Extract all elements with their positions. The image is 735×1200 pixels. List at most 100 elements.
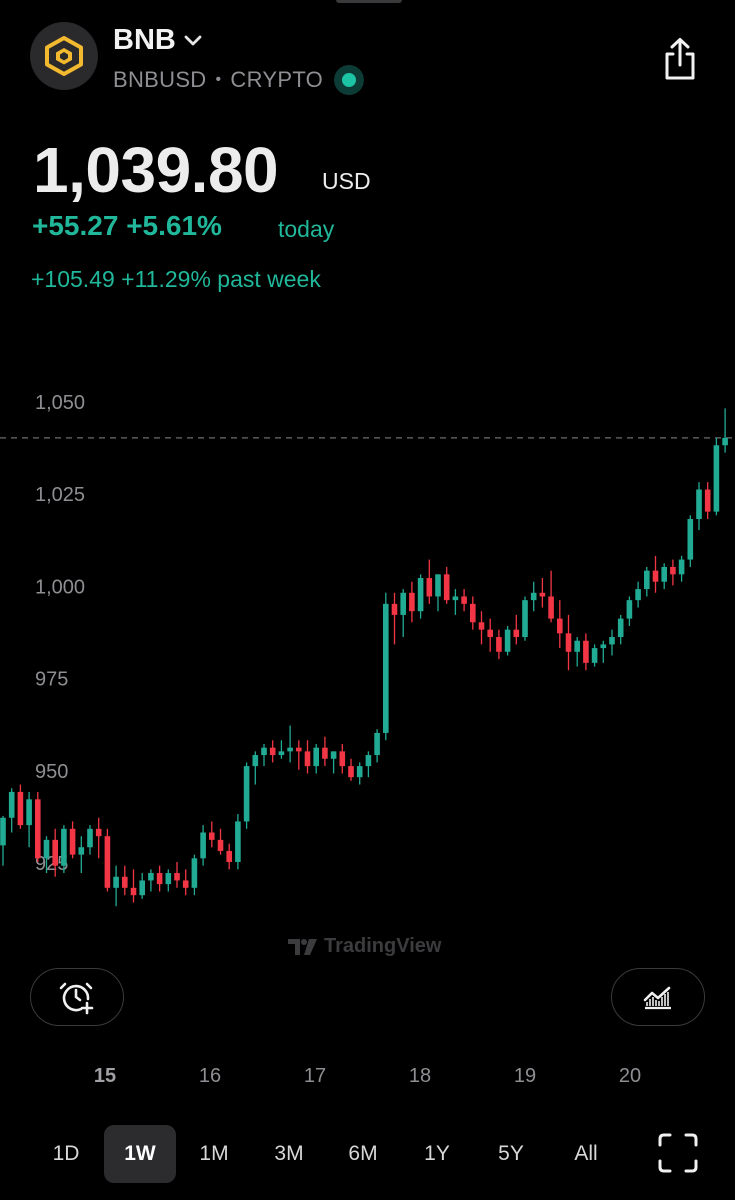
candle-body — [217, 839, 224, 851]
candle-body — [130, 887, 137, 896]
candle-body — [565, 633, 572, 652]
fullscreen-icon[interactable] — [658, 1133, 698, 1173]
candle-body — [87, 828, 93, 848]
alarm-plus-icon — [59, 982, 94, 1015]
change-past-week: +105.49 +11.29% past week — [31, 266, 321, 292]
chevron-down-icon — [184, 35, 202, 45]
candle-body — [687, 519, 694, 560]
candle-body — [261, 747, 267, 756]
candle-body — [104, 836, 111, 888]
candle-body — [583, 640, 589, 663]
candle-body — [609, 637, 615, 645]
candle-body — [269, 747, 276, 756]
candle-body — [522, 600, 528, 638]
candle-body — [43, 839, 50, 859]
x-tick-label: 15 — [93, 1065, 117, 1087]
current-price: 1,039.80 — [33, 134, 279, 206]
market-status-indicator — [334, 65, 365, 95]
candle-body — [17, 791, 24, 826]
candle-body — [61, 828, 67, 866]
candle-body — [252, 755, 259, 767]
symbol-subtitle: BNBUSD • CRYPTO — [113, 65, 365, 95]
candle-body — [322, 747, 328, 759]
candle-body — [504, 629, 511, 652]
candle-body — [478, 622, 485, 630]
candle-body — [530, 592, 537, 601]
candle-body — [156, 873, 163, 885]
asset-name: BNB — [113, 24, 176, 56]
candle-body — [200, 832, 206, 859]
timeframe-1w[interactable]: 1W — [104, 1125, 176, 1183]
candle-body — [644, 570, 650, 590]
candle-body — [591, 648, 598, 663]
candle-body — [339, 751, 346, 767]
x-tick-label: 16 — [198, 1065, 222, 1087]
x-tick-label: 20 — [618, 1065, 642, 1087]
y-tick-label: 1,025 — [35, 484, 85, 506]
candle-body — [600, 644, 607, 649]
separator-dot: • — [215, 71, 222, 88]
chart-indicator-icon — [643, 986, 671, 1010]
candle-body — [287, 747, 293, 752]
candle-body — [182, 880, 189, 888]
change-today-label: today — [278, 216, 335, 242]
candle-body — [148, 873, 154, 881]
candle-body — [383, 603, 389, 733]
timeframe-1d[interactable]: 1D — [52, 1142, 80, 1165]
candle-body — [365, 755, 372, 767]
candle-body — [95, 828, 102, 837]
market-type: CRYPTO — [230, 67, 324, 92]
candle-body — [617, 618, 624, 638]
candle-body — [209, 832, 215, 840]
timeframe-3m[interactable]: 3M — [274, 1142, 304, 1165]
candle-body — [69, 828, 76, 855]
candlestick-chart[interactable]: 1,050 1,025 1,000 975 950 925 — [0, 380, 735, 940]
y-tick-label: 950 — [35, 761, 68, 783]
indicators-button[interactable] — [611, 968, 705, 1026]
candle-body — [409, 592, 415, 612]
share-icon[interactable] — [660, 36, 700, 82]
candle-body — [226, 850, 232, 862]
change-today: +55.27 +5.61% — [32, 210, 222, 241]
candle-body — [26, 799, 32, 826]
candle-body — [435, 574, 441, 597]
candle-body — [417, 578, 424, 612]
candle-body — [426, 578, 433, 597]
candle-body — [313, 747, 319, 767]
candle-body — [696, 489, 702, 520]
candle-body — [652, 570, 659, 582]
candle-body — [635, 589, 641, 601]
tradingview-watermark: TradingView — [288, 935, 441, 958]
candle-body — [174, 873, 180, 881]
candle-body — [548, 596, 554, 619]
x-tick-label: 18 — [408, 1065, 432, 1087]
timeframe-6m[interactable]: 6M — [348, 1142, 378, 1165]
timeframe-all[interactable]: All — [574, 1142, 598, 1165]
candle-body — [8, 791, 15, 818]
candle-body — [243, 766, 250, 822]
candle-body — [722, 437, 728, 446]
candle-body — [391, 603, 398, 615]
bnb-logo-icon — [30, 22, 98, 90]
candle-body — [670, 566, 676, 575]
add-alert-button[interactable] — [30, 968, 124, 1026]
timeframe-5y[interactable]: 5Y — [498, 1142, 524, 1165]
candle-body — [52, 839, 58, 866]
tradingview-logo-icon — [288, 938, 317, 955]
x-tick-label: 17 — [303, 1065, 327, 1087]
candle-body — [661, 566, 667, 582]
candle-body — [513, 629, 520, 638]
candle-body — [35, 799, 41, 859]
candle-body — [461, 596, 467, 604]
timeframe-1y[interactable]: 1Y — [424, 1142, 450, 1165]
symbol-selector[interactable]: BNB — [113, 24, 204, 57]
candle-body — [470, 603, 476, 623]
candle-body — [539, 592, 546, 597]
candle-body — [443, 574, 450, 601]
candle-body — [574, 640, 580, 652]
candle-body — [713, 445, 720, 512]
sheet-grabber[interactable] — [336, 0, 402, 3]
candle-body — [296, 747, 302, 752]
candle-body — [452, 596, 459, 601]
timeframe-1m[interactable]: 1M — [199, 1142, 229, 1165]
